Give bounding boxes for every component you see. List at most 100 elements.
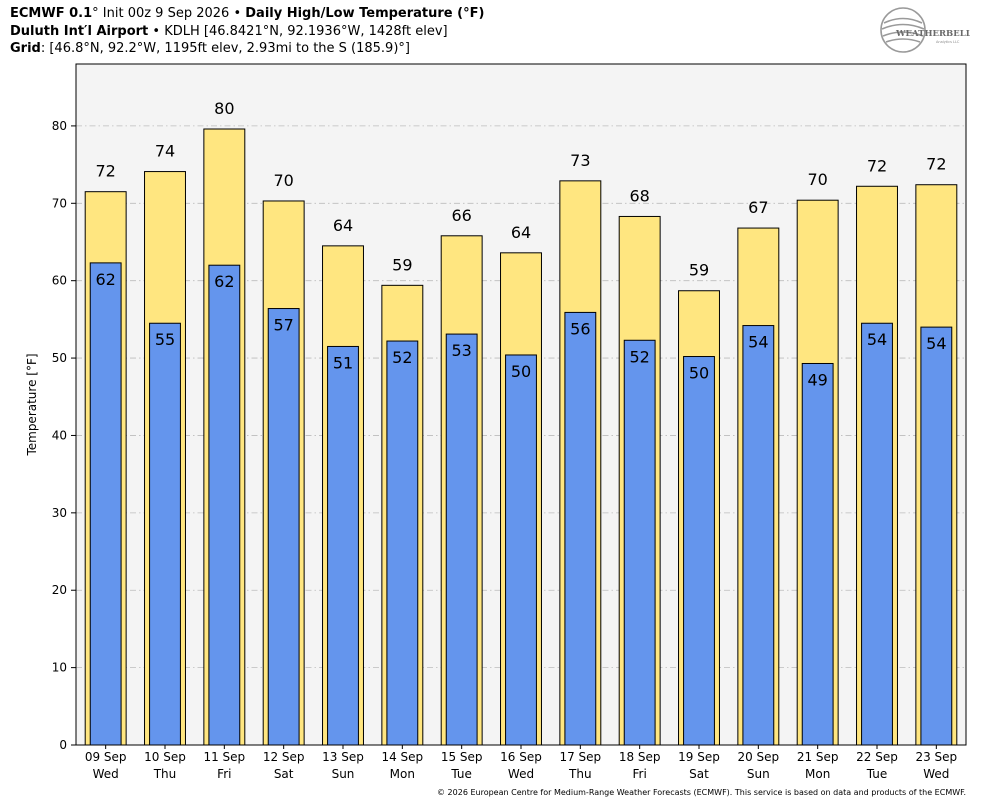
low-bar <box>327 345 359 746</box>
x-tick-date: 20 Sep <box>737 750 779 764</box>
x-tick-date: 16 Sep <box>500 750 542 764</box>
chart-title-line-2: Duluth Int′l Airport • KDLH [46.8421°N, … <box>10 23 448 40</box>
high-value-label: 72 <box>926 155 946 174</box>
x-tick-date: 09 Sep <box>85 750 127 764</box>
x-tick-weekday: Mon <box>390 767 415 781</box>
x-tick-date: 17 Sep <box>559 750 601 764</box>
station-info: • KDLH [46.8421°N, 92.1936°W, 1428ft ele… <box>148 24 448 39</box>
y-tick-label: 60 <box>52 274 67 288</box>
copyright-footer: © 2026 European Centre for Medium-Range … <box>437 788 966 797</box>
high-value-label: 73 <box>570 151 590 170</box>
x-tick-weekday: Thu <box>568 767 592 781</box>
high-value-label: 64 <box>333 216 353 235</box>
high-value-label: 72 <box>867 156 887 175</box>
x-tick-weekday: Wed <box>508 767 534 781</box>
high-value-label: 67 <box>748 198 768 217</box>
high-value-label: 80 <box>214 99 234 118</box>
x-tick-weekday: Fri <box>633 767 647 781</box>
high-value-label: 70 <box>807 170 827 189</box>
high-value-label: 74 <box>155 142 175 161</box>
low-bar <box>149 322 181 746</box>
y-tick-label: 20 <box>52 583 67 597</box>
x-tick-weekday: Sat <box>274 767 294 781</box>
high-value-label: 72 <box>95 162 115 181</box>
model-degree: ° <box>92 6 99 21</box>
x-tick-date: 23 Sep <box>915 750 957 764</box>
low-value-label: 53 <box>451 341 471 360</box>
y-tick-label: 30 <box>52 506 67 520</box>
chart-title-line-3: Grid: [46.8°N, 92.2°W, 1195ft elev, 2.93… <box>10 40 410 57</box>
low-bar <box>267 308 300 746</box>
high-value-label: 64 <box>511 223 531 242</box>
grid-info: : [46.8°N, 92.2°W, 1195ft elev, 2.93mi t… <box>40 41 410 56</box>
low-bar <box>386 340 419 746</box>
x-tick-weekday: Wed <box>93 767 119 781</box>
x-tick-weekday: Fri <box>217 767 231 781</box>
y-tick-label: 70 <box>52 196 67 210</box>
x-tick-date: 18 Sep <box>619 750 661 764</box>
x-tick-date: 14 Sep <box>381 750 423 764</box>
x-axis-ticks: 09 Sep Wed 10 Sep Thu 11 Sep Fri 12 Sep Sat 13 S… <box>85 745 957 781</box>
station-name: Duluth Int′l Airport <box>10 24 149 39</box>
x-tick-date: 11 Sep <box>203 750 245 764</box>
x-tick-weekday: Tue <box>866 767 888 781</box>
y-tick-label: 80 <box>52 119 67 133</box>
init-time: Init 00z 9 Sep 2026 <box>98 6 230 21</box>
x-tick-weekday: Sun <box>332 767 355 781</box>
high-value-label: 59 <box>689 261 709 280</box>
low-value-label: 62 <box>95 270 115 289</box>
high-value-label: 66 <box>451 206 471 225</box>
low-value-label: 50 <box>511 362 531 381</box>
y-tick-label: 40 <box>52 428 67 442</box>
low-value-label: 54 <box>926 334 946 353</box>
logo-text: WEATHERBELL <box>895 29 970 39</box>
x-tick-date: 21 Sep <box>797 750 839 764</box>
high-value-label: 59 <box>392 255 412 274</box>
low-bar <box>505 354 537 746</box>
bars <box>84 128 958 746</box>
low-bar <box>89 262 122 746</box>
x-tick-date: 15 Sep <box>441 750 483 764</box>
title-bullet: • <box>229 6 246 21</box>
plot-frame <box>75 63 967 746</box>
low-bar <box>623 339 656 746</box>
y-axis-ticks: 0 10 20 30 40 50 60 70 80 <box>52 119 76 752</box>
y-tick-label: 50 <box>52 351 67 365</box>
low-value-label: 55 <box>155 330 175 349</box>
low-value-label: 52 <box>629 347 649 366</box>
low-value-label: 50 <box>689 364 709 383</box>
low-bar <box>564 311 597 746</box>
low-bar <box>742 325 775 746</box>
y-axis-label: Temperature [°F] <box>25 353 39 456</box>
low-value-label: 56 <box>570 319 590 338</box>
y-tick-label: 10 <box>52 661 67 675</box>
low-bar <box>683 356 715 746</box>
product-name: Daily High/Low Temperature (°F) <box>245 6 485 21</box>
low-value-label: 54 <box>748 333 768 352</box>
y-tick-label: 0 <box>59 738 67 752</box>
high-value-label: 70 <box>273 171 293 190</box>
low-value-label: 57 <box>273 316 293 335</box>
logo-subtext: Analytics LLC <box>936 40 960 44</box>
value-labels: 72 62 74 55 80 62 70 57 64 51 59 52 66 53 64 50 73 56 68 52… <box>95 99 946 389</box>
x-tick-weekday: Wed <box>923 767 949 781</box>
x-tick-date: 12 Sep <box>263 750 305 764</box>
x-tick-weekday: Mon <box>805 767 830 781</box>
low-value-label: 52 <box>392 348 412 367</box>
high-value-label: 68 <box>629 186 649 205</box>
x-tick-weekday: Sun <box>747 767 770 781</box>
grid-label: Grid <box>10 41 41 56</box>
x-tick-date: 13 Sep <box>322 750 364 764</box>
low-value-label: 49 <box>807 370 827 389</box>
low-value-label: 62 <box>214 272 234 291</box>
x-tick-weekday: Thu <box>153 767 177 781</box>
x-tick-date: 19 Sep <box>678 750 720 764</box>
x-tick-date: 10 Sep <box>144 750 186 764</box>
low-bar <box>920 326 953 746</box>
low-bar <box>445 333 478 746</box>
weatherbell-logo: WEATHERBELL Analytics LLC <box>880 7 970 53</box>
x-tick-date: 22 Sep <box>856 750 898 764</box>
low-bar <box>861 322 893 746</box>
chart-title-line-1: ECMWF 0.1° Init 00z 9 Sep 2026 • Daily H… <box>10 5 484 22</box>
